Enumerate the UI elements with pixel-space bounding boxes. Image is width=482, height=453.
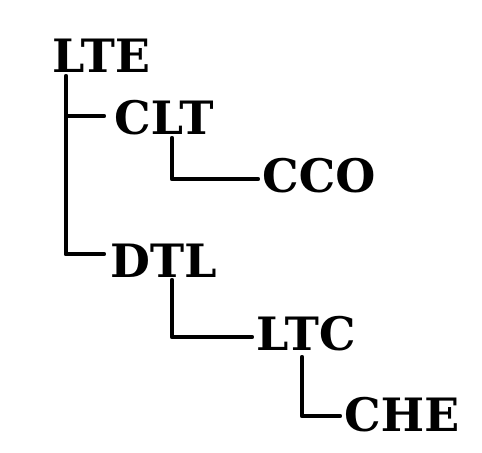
node-dtl: DTL [110,234,216,288]
node-ltc: LTC [256,307,355,361]
node-che: CHE [344,388,459,442]
node-lte: LTE [52,29,150,83]
connector-dtl-ltc [170,278,254,339]
node-clt: CLT [114,91,213,145]
connector-clt-cco [170,136,260,181]
connectors [64,74,342,418]
node-labels: LTE CLT CCO DTL LTC CHE [52,29,459,442]
node-cco: CCO [262,149,375,203]
connector-ltc-che [300,355,342,418]
